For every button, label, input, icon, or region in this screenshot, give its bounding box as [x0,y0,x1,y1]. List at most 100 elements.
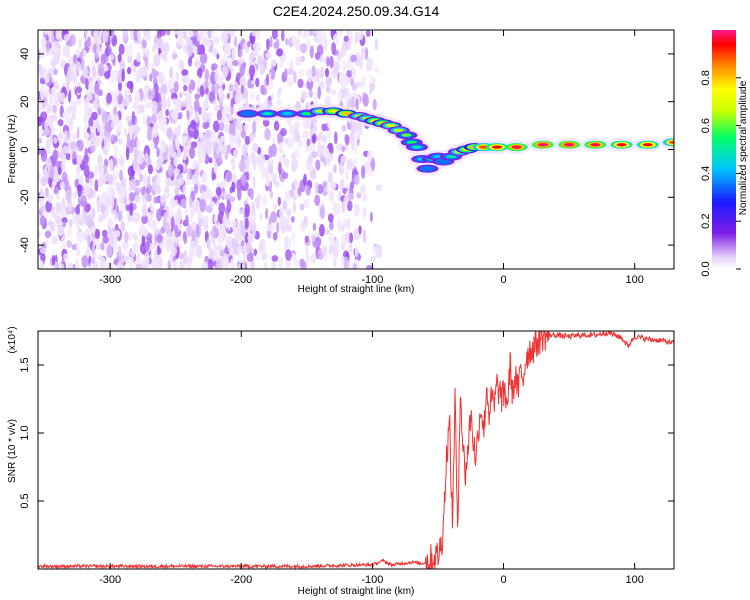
spectrogram-cell [347,200,353,212]
spectrogram-cell [259,64,265,76]
spectrogram-cell [96,199,101,213]
spectrogram-cell [240,129,247,139]
spectrogram-cell [199,198,206,212]
spectrogram-cell [297,186,302,196]
spectrogram-cell [294,121,300,129]
x-tick-label: -300 [99,574,121,586]
spectrogram-cell [144,48,150,58]
spectrogram-cell [38,101,42,113]
spectrogram-cell [182,184,187,196]
spectrogram-cell [257,55,263,67]
spectrogram-cell [346,217,351,231]
spectrogram-cell [49,224,56,233]
spectrogram-cell [160,194,167,204]
spectrogram-cell [369,86,373,96]
spectrogram-cell [234,36,238,48]
spectrogram-cell [110,69,118,83]
spectrogram-cell [221,30,229,43]
colorbar-tick-label: 0.8 [700,70,712,85]
spectrogram-cell [213,142,220,153]
spectrogram-cell [139,229,143,238]
spectrogram-cell [129,139,137,148]
spectrogram-cell [39,260,44,269]
spectrogram-cell [64,111,70,125]
spectrogram-cell [58,136,63,144]
spectrogram-cell [305,253,310,264]
spectrogram-cell [312,91,319,106]
spectrogram-cell [55,160,62,169]
spectrogram-cell [142,114,147,126]
x-tick-label: 100 [625,574,643,586]
spectrogram-cell [199,84,205,98]
spectrogram-cell [62,220,66,228]
spectrogram-cell [311,142,316,152]
spectrogram-cell [291,230,296,244]
spectrogram-cell [134,194,141,204]
spectrogram-cell [319,131,323,140]
spectrogram-cell [188,196,193,208]
spectrogram-cell [327,171,333,184]
spectrogram-cell [325,184,330,193]
spectrogram-cell [208,91,216,102]
spectrogram-cell [331,180,335,191]
spectrogram-cell [66,200,73,213]
spectrogram-cell [92,238,100,246]
spectrogram-cell [322,32,327,40]
spectrogram-cell [200,110,208,122]
spectrogram-cell [130,62,134,72]
spectrogram-cell [53,68,58,76]
spectrogram-cell [250,91,254,102]
spectrogram-cell [84,182,90,196]
spectrogram-cell [318,224,325,237]
spectrogram-cell [266,222,270,232]
spectrogram-cell [336,144,342,152]
ridge-core [616,143,627,147]
spectrogram-cell [228,83,234,92]
spectrogram-cell [171,92,178,100]
spectrogram-cell [76,240,80,254]
spectrogram-cell [194,93,201,100]
spectrogram-cell [44,88,51,98]
spectrogram-cell [361,165,366,179]
spectrogram-cell [342,219,348,228]
spectrogram-cell [205,129,211,139]
spectrogram-cell [202,241,207,247]
x-tick-label: 100 [625,274,643,286]
spectrogram-cell [178,111,183,120]
spectrogram-cell [284,190,291,203]
spectrogram-cell [186,168,190,180]
spectrogram-cell [61,171,68,185]
spectrogram-cell [147,211,152,221]
spectrogram-cell [142,30,150,37]
spectrogram-cell [276,221,280,234]
spectrogram-cell [308,74,312,83]
spectrogram-cell [164,222,171,234]
spectrogram-cell [51,212,59,219]
spectrogram-cell [127,66,132,75]
spectrogram-cell [230,258,236,267]
spectrogram-cell [240,245,246,255]
spectrogram-cell [51,235,59,245]
spectrogram-cell [268,224,275,232]
spectrogram-cell [218,87,223,95]
spectrogram-cell [45,200,52,213]
spectrogram-cell [175,136,180,148]
spectrogram-cell [333,33,339,44]
ridge-core [491,145,502,149]
spectrogram-cell [255,30,260,40]
spectrogram-cell [109,198,115,209]
spectrogram-cell [39,77,46,85]
spectrogram-cell [268,145,273,159]
spectrogram-cell [141,233,146,247]
spectrogram-cell [100,167,105,175]
spectrogram-cell [106,261,111,269]
spectrogram-cell [176,33,184,47]
spectrogram-cell [248,64,256,78]
spectrogram-cell [200,149,206,164]
spectrogram-cell [197,44,202,55]
spectrogram-cell [219,57,226,66]
spectrogram-cell [250,202,255,216]
spectrogram-cell [354,32,359,44]
spectrogram-cell [196,244,203,258]
spectrogram-cell [303,30,310,36]
